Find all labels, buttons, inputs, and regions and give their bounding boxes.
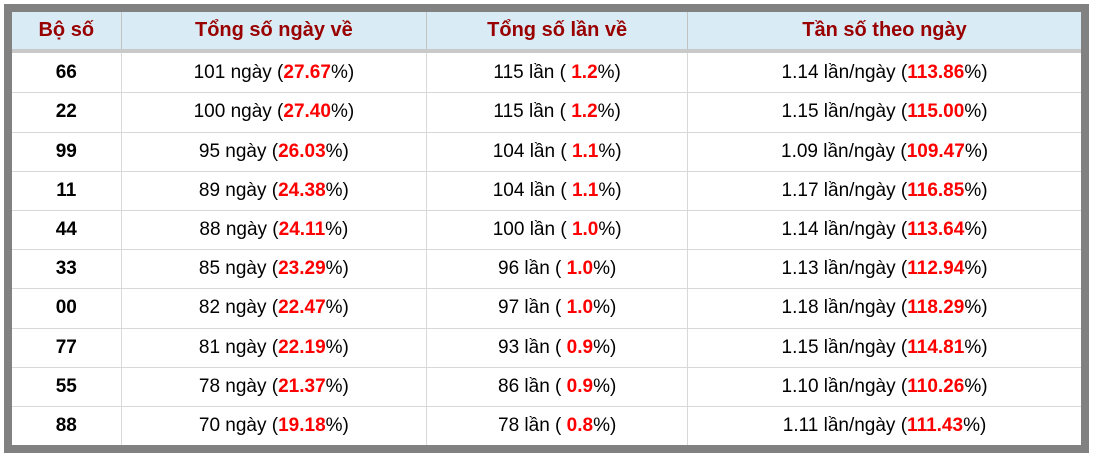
freq-percent: 109.47 <box>906 140 965 162</box>
pair-frequency-table: Bộ số Tổng số ngày về Tổng số lần về Tần… <box>12 12 1081 445</box>
table-row: 55 78 ngày (21.37%) 86 lần ( 0.9%) 1.10 lần… <box>12 367 1081 408</box>
pair-cell: 00 <box>12 288 122 329</box>
days-cell: 88 ngày (24.11%) <box>120 210 427 251</box>
table-row: 22 100 ngày (27.40%) 115 lần ( 1.2%) 1.15 l… <box>12 92 1081 133</box>
freq-percent: 111.43 <box>907 415 964 437</box>
pair-cell: 66 <box>12 51 122 94</box>
freq-percent: 116.85 <box>907 179 965 201</box>
days-percent: 23.29 <box>278 258 326 280</box>
times-percent: 0.8 <box>566 415 594 437</box>
table-row: 88 70 ngày (19.18%) 78 lần ( 0.8%) 1.11 lần… <box>12 406 1081 445</box>
times-cell: 104 lần ( 1.1%) <box>426 171 688 211</box>
pair-cell: 88 <box>12 406 122 445</box>
table-row: 66 101 ngày (27.67%) 115 lần ( 1.2%) 1.14 l… <box>12 51 1081 94</box>
days-cell: 82 ngày (22.47%) <box>120 288 427 329</box>
freq-cell: 1.17 lần/ngày (116.85%) <box>687 171 1081 211</box>
freq-cell: 1.11 lần/ngày (111.43%) <box>687 406 1081 445</box>
days-percent: 19.18 <box>278 415 326 437</box>
table-row: 99 95 ngày (26.03%) 104 lần ( 1.1%) 1.09 lầ… <box>12 132 1081 172</box>
column-header-pair: Bộ số <box>12 12 122 53</box>
pair-cell: 99 <box>12 132 122 172</box>
days-cell: 95 ngày (26.03%) <box>120 132 427 172</box>
pair-cell: 11 <box>12 171 122 211</box>
times-percent: 1.0 <box>566 297 594 319</box>
column-header-total-days: Tổng số ngày về <box>120 12 427 53</box>
times-cell: 115 lần ( 1.2%) <box>426 51 688 94</box>
times-cell: 97 lần ( 1.0%) <box>426 288 688 329</box>
days-percent: 27.67 <box>283 61 331 83</box>
table-row: 00 82 ngày (22.47%) 97 lần ( 1.0%) 1.18 lần… <box>12 288 1081 329</box>
freq-percent: 115.00 <box>907 101 965 123</box>
days-cell: 70 ngày (19.18%) <box>120 406 427 445</box>
days-cell: 89 ngày (24.38%) <box>120 171 427 211</box>
times-cell: 104 lần ( 1.1%) <box>426 132 688 172</box>
table-body: 66 101 ngày (27.67%) 115 lần ( 1.2%) 1.14 l… <box>12 51 1081 445</box>
times-percent: 1.2 <box>571 101 598 123</box>
times-percent: 1.1 <box>571 179 599 201</box>
stats-table-frame: Bộ số Tổng số ngày về Tổng số lần về Tần… <box>4 4 1089 453</box>
times-percent: 1.2 <box>571 61 598 83</box>
pair-cell: 33 <box>12 249 122 290</box>
column-header-daily-frequency: Tần số theo ngày <box>687 12 1081 53</box>
times-percent: 1.0 <box>571 219 599 241</box>
freq-cell: 1.13 lần/ngày (112.94%) <box>687 249 1081 290</box>
freq-cell: 1.15 lần/ngày (114.81%) <box>687 328 1081 368</box>
days-percent: 22.47 <box>278 297 326 319</box>
freq-cell: 1.14 lần/ngày (113.64%) <box>687 210 1081 251</box>
times-cell: 78 lần ( 0.8%) <box>426 406 688 445</box>
times-percent: 0.9 <box>566 336 594 358</box>
table-row: 33 85 ngày (23.29%) 96 lần ( 1.0%) 1.13 lần… <box>12 249 1081 290</box>
freq-cell: 1.09 lần/ngày (109.47%) <box>687 132 1081 172</box>
table-header: Bộ số Tổng số ngày về Tổng số lần về Tần… <box>12 12 1081 53</box>
freq-cell: 1.14 lần/ngày (113.86%) <box>687 51 1081 94</box>
table-row: 44 88 ngày (24.11%) 100 lần ( 1.0%) 1.14 lầ… <box>12 210 1081 251</box>
times-percent: 0.9 <box>566 375 594 397</box>
days-cell: 85 ngày (23.29%) <box>120 249 427 290</box>
days-cell: 78 ngày (21.37%) <box>120 367 427 408</box>
freq-percent: 113.86 <box>907 61 965 83</box>
freq-percent: 114.81 <box>907 336 965 358</box>
days-cell: 81 ngày (22.19%) <box>120 328 427 368</box>
times-cell: 115 lần ( 1.2%) <box>426 92 688 133</box>
days-percent: 22.19 <box>278 336 326 358</box>
pair-cell: 55 <box>12 367 122 408</box>
days-percent: 27.40 <box>283 101 331 123</box>
pair-cell: 22 <box>12 92 122 133</box>
days-percent: 24.11 <box>278 219 326 241</box>
freq-cell: 1.18 lần/ngày (118.29%) <box>687 288 1081 329</box>
times-cell: 93 lần ( 0.9%) <box>426 328 688 368</box>
freq-cell: 1.10 lần/ngày (110.26%) <box>687 367 1081 408</box>
freq-cell: 1.15 lần/ngày (115.00%) <box>687 92 1081 133</box>
days-cell: 101 ngày (27.67%) <box>120 51 427 94</box>
pair-cell: 44 <box>12 210 122 251</box>
days-percent: 26.03 <box>278 140 326 162</box>
table-row: 11 89 ngày (24.38%) 104 lần ( 1.1%) 1.17 lầ… <box>12 171 1081 211</box>
freq-percent: 113.64 <box>907 219 965 241</box>
times-cell: 96 lần ( 1.0%) <box>426 249 688 290</box>
pair-cell: 77 <box>12 328 122 368</box>
days-cell: 100 ngày (27.40%) <box>120 92 427 133</box>
freq-percent: 118.29 <box>907 297 965 319</box>
freq-percent: 110.26 <box>907 375 965 397</box>
freq-percent: 112.94 <box>907 258 965 280</box>
days-percent: 21.37 <box>278 375 326 397</box>
column-header-total-times: Tổng số lần về <box>426 12 688 53</box>
times-percent: 1.1 <box>571 140 599 162</box>
table-row: 77 81 ngày (22.19%) 93 lần ( 0.9%) 1.15 lần… <box>12 328 1081 368</box>
times-percent: 1.0 <box>566 258 594 280</box>
days-percent: 24.38 <box>278 179 326 201</box>
times-cell: 100 lần ( 1.0%) <box>426 210 688 251</box>
times-cell: 86 lần ( 0.9%) <box>426 367 688 408</box>
